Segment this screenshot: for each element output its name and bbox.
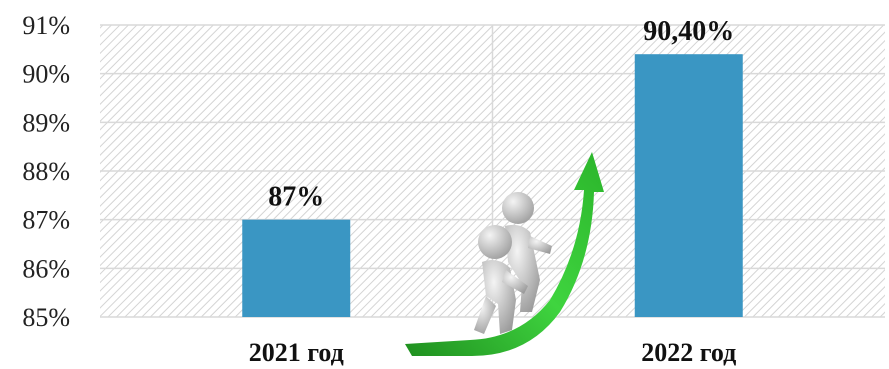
y-tick-label: 85% bbox=[22, 303, 70, 332]
y-tick-label: 88% bbox=[22, 157, 70, 186]
y-axis-tick-labels: 85% 86% 87% 88% 89% 90% 91% bbox=[22, 11, 70, 332]
y-tick-label: 87% bbox=[22, 206, 70, 235]
bars bbox=[242, 54, 743, 317]
data-label-1: 87% bbox=[268, 182, 324, 213]
back-figure-icon bbox=[502, 192, 552, 312]
category-labels: 2021 год 2022 год bbox=[249, 338, 737, 367]
category-label-2: 2022 год bbox=[641, 338, 736, 367]
green-arrow-icon bbox=[405, 152, 604, 356]
y-tick-label: 86% bbox=[22, 254, 70, 283]
y-tick-label: 89% bbox=[22, 108, 70, 137]
data-label-2: 90,40% bbox=[643, 16, 734, 47]
bar-1 bbox=[242, 219, 351, 317]
category-label-1: 2021 год bbox=[249, 338, 344, 367]
y-tick-label: 90% bbox=[22, 60, 70, 89]
bar-2 bbox=[634, 54, 743, 317]
figures-climbing-arrow-illustration bbox=[405, 152, 604, 356]
data-labels: 87% 90,40% bbox=[268, 16, 734, 212]
front-figure-icon bbox=[474, 225, 528, 334]
y-tick-label: 91% bbox=[22, 11, 70, 40]
